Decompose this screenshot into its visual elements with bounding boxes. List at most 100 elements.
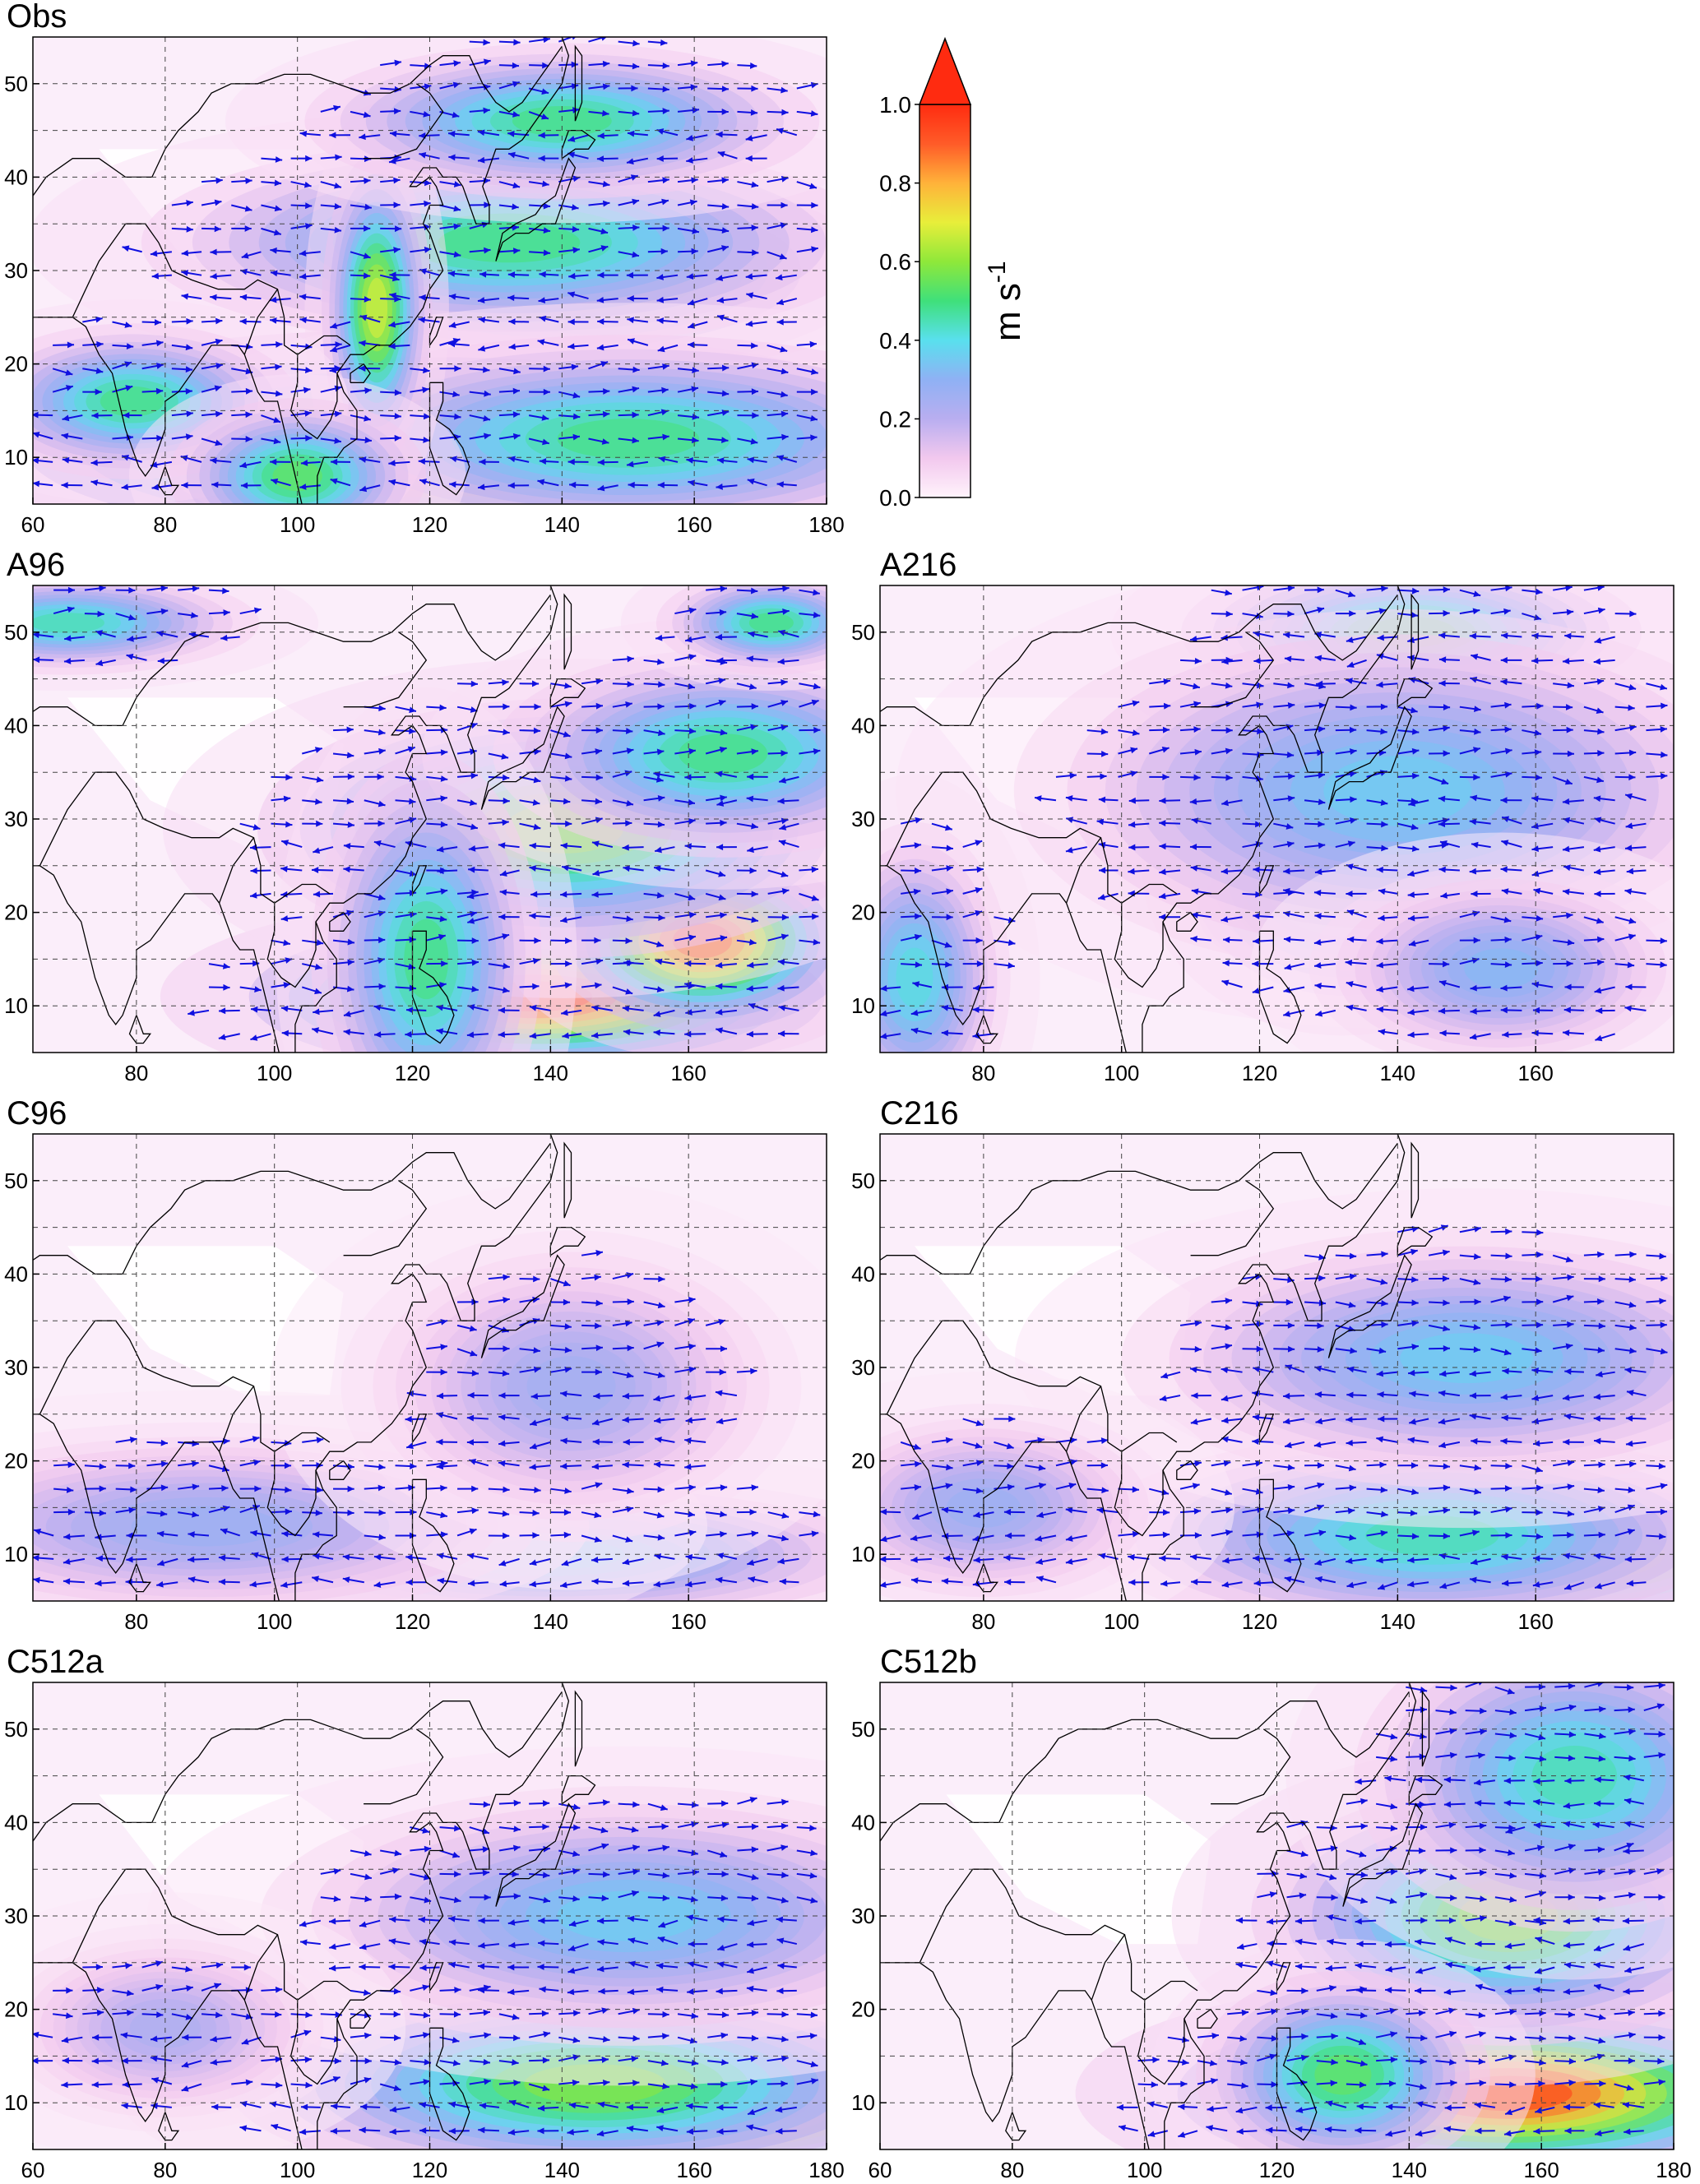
x-tick-label: 180 xyxy=(1656,2158,1691,2182)
y-tick-label: 50 xyxy=(4,620,28,645)
y-tick-label: 20 xyxy=(851,900,875,925)
colorbar-tick-label: 0.6 xyxy=(879,249,911,275)
y-tick-label: 20 xyxy=(851,1997,875,2022)
x-tick-label: 120 xyxy=(1242,1609,1277,1634)
y-tick-label: 40 xyxy=(851,713,875,738)
wind-vectors xyxy=(33,1250,821,1589)
panel-title: Obs xyxy=(7,0,67,35)
y-tick-label: 20 xyxy=(4,900,28,925)
speed-maximum-2 xyxy=(147,1746,827,2086)
x-tick-label: 80 xyxy=(153,2158,177,2182)
y-tick-label: 10 xyxy=(851,993,875,1018)
wind-vectors xyxy=(880,585,1668,1042)
y-tick-label: 40 xyxy=(4,164,28,189)
speed-maximum-2 xyxy=(1015,1188,1674,1529)
x-tick-label: 140 xyxy=(533,1609,568,1634)
wind-vectors xyxy=(880,1224,1668,1590)
x-tick-label: 100 xyxy=(1104,1061,1139,1085)
x-tick-label: 80 xyxy=(1000,2158,1024,2182)
y-tick-label: 10 xyxy=(4,445,28,470)
y-tick-label: 10 xyxy=(4,1542,28,1566)
y-tick-label: 30 xyxy=(851,1355,875,1380)
x-tick-label: 180 xyxy=(808,2158,844,2182)
colorbar-scale xyxy=(919,104,971,498)
x-tick-label: 100 xyxy=(257,1061,292,1085)
wind-speed-field xyxy=(33,1682,827,2149)
colorbar-tick-label: 0.0 xyxy=(879,485,911,511)
panel-title: C512a xyxy=(7,1644,104,1680)
x-tick-label: 140 xyxy=(533,1061,568,1085)
y-tick-label: 10 xyxy=(4,2090,28,2115)
x-tick-label: 80 xyxy=(124,1609,148,1634)
map-panel-a96: A96 80 100 120 140 160 10 20 30 40 50 xyxy=(4,547,827,1085)
panel-title: C96 xyxy=(7,1095,67,1131)
wind-speed-field xyxy=(880,585,1674,1053)
x-tick-label: 120 xyxy=(1259,2158,1295,2182)
speed-maximum-5 xyxy=(1250,832,1674,1053)
x-tick-label: 160 xyxy=(1523,2158,1559,2182)
y-tick-label: 50 xyxy=(851,1717,875,1742)
y-tick-label: 10 xyxy=(4,993,28,1018)
colorbar-tick-label: 0.4 xyxy=(879,328,911,354)
unit-base: m s xyxy=(988,283,1028,341)
x-tick-label: 60 xyxy=(21,2158,45,2182)
map-panel-c512b: C512b 60 80 100 120 140 160 180 10 20 30 40 50 xyxy=(851,1644,1692,2182)
gridlines xyxy=(33,37,827,504)
speed-maximum-4 xyxy=(880,774,1040,1053)
y-tick-label: 50 xyxy=(851,620,875,645)
y-tick-label: 10 xyxy=(851,2090,875,2115)
speed-maximum-6 xyxy=(620,585,827,692)
panel-title: A96 xyxy=(7,547,65,583)
x-tick-label: 60 xyxy=(869,2158,892,2182)
map-panel-obs: Obs 60 80 100 120 140 160 180 10 20 30 40 50 xyxy=(4,0,845,537)
panel-title: C512b xyxy=(880,1644,977,1680)
x-tick-label: 140 xyxy=(1380,1061,1415,1085)
map-panel-c216: C216 80 100 120 140 160 10 20 30 40 50 xyxy=(851,1095,1675,1634)
y-tick-label: 50 xyxy=(851,1168,875,1193)
map-panel-a216: A216 80 100 120 140 160 10 20 30 40 50 xyxy=(851,547,1675,1085)
x-tick-label: 120 xyxy=(412,2158,447,2182)
x-tick-label: 120 xyxy=(395,1609,430,1634)
y-tick-label: 30 xyxy=(4,1904,28,1928)
x-tick-label: 80 xyxy=(971,1609,995,1634)
y-tick-label: 40 xyxy=(4,1261,28,1286)
gridlines xyxy=(880,1682,1674,2149)
unit-exponent: -1 xyxy=(984,261,1011,283)
colorbar-extend-arrow xyxy=(918,36,972,105)
y-tick-label: 10 xyxy=(851,1542,875,1566)
y-tick-label: 50 xyxy=(4,1717,28,1742)
panel-title: A216 xyxy=(880,547,957,583)
x-tick-label: 100 xyxy=(280,512,315,537)
x-tick-label: 160 xyxy=(1517,1061,1553,1085)
y-tick-label: 50 xyxy=(4,72,28,96)
x-tick-label: 140 xyxy=(544,512,580,537)
y-tick-label: 20 xyxy=(4,352,28,377)
x-tick-label: 60 xyxy=(21,512,45,537)
x-tick-label: 160 xyxy=(676,2158,711,2182)
x-tick-label: 100 xyxy=(1104,1609,1139,1634)
colorbar-tick-label: 0.8 xyxy=(879,171,911,197)
x-tick-label: 140 xyxy=(1392,2158,1427,2182)
x-tick-label: 80 xyxy=(153,512,177,537)
x-tick-label: 100 xyxy=(1127,2158,1162,2182)
x-tick-label: 160 xyxy=(1517,1609,1553,1634)
y-tick-label: 50 xyxy=(4,1168,28,1193)
y-tick-label: 40 xyxy=(4,1810,28,1835)
colorbar: 0.0 0.2 0.4 0.6 0.8 1.0 m s-1 xyxy=(879,36,1028,511)
y-tick-label: 30 xyxy=(4,1355,28,1380)
panel-title: C216 xyxy=(880,1095,959,1131)
gridlines xyxy=(33,1682,827,2149)
gridlines xyxy=(33,585,827,1053)
y-tick-label: 20 xyxy=(4,1997,28,2022)
x-tick-label: 160 xyxy=(676,512,711,537)
wind-speed-field xyxy=(880,1134,1674,1601)
y-tick-label: 40 xyxy=(851,1261,875,1286)
colorbar-tick-label: 0.2 xyxy=(879,406,911,432)
x-tick-label: 140 xyxy=(1380,1609,1415,1634)
y-tick-label: 40 xyxy=(851,1810,875,1835)
coastlines xyxy=(880,1134,1434,1601)
wind-speed-field xyxy=(33,1134,827,1601)
gridlines xyxy=(880,1134,1674,1601)
y-tick-label: 20 xyxy=(851,1449,875,1474)
